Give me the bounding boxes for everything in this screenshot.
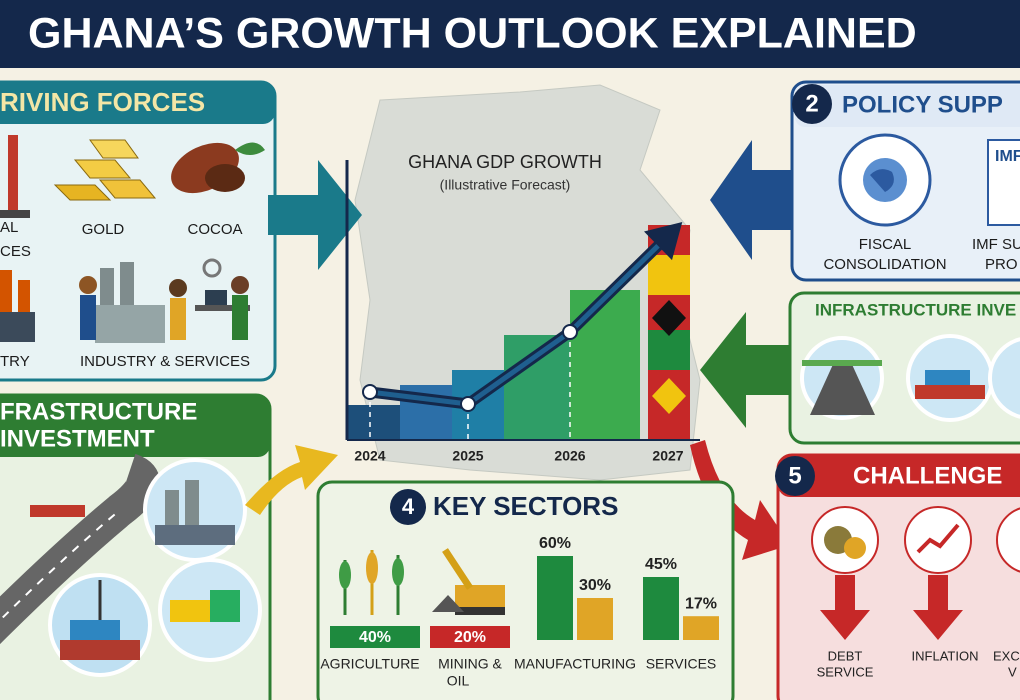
item-label: CES (0, 243, 31, 260)
sector-bar (577, 598, 613, 640)
data-point (562, 324, 578, 340)
data-point (362, 384, 378, 400)
gold-icon (53, 139, 157, 201)
gdp-chart: GHANA GDP GROWTH (Illustrative Forecast)… (345, 152, 700, 464)
x-tick-label: 2026 (554, 448, 585, 464)
chart-subtitle: (Illustrative Forecast) (440, 177, 571, 193)
panel-header (778, 455, 1020, 497)
title-bar (0, 0, 1020, 68)
item-label: DEBT (828, 648, 863, 663)
panel-title: KEY SECTORS (433, 491, 618, 521)
sector-name: OIL (447, 673, 470, 689)
data-point (460, 396, 476, 412)
item-label: PRO (985, 256, 1018, 273)
item-label: INFLATION (912, 648, 979, 663)
page-title: GHANA’S GROWTH OUTLOOK EXPLAINED (28, 9, 917, 57)
cocoa-icon (171, 142, 265, 194)
panel-title: INVESTMENT (0, 425, 155, 452)
panel (316, 480, 735, 700)
sector-bars: 60% 30% MANUFACTURING 45% 17% SERVICES (514, 535, 719, 672)
panel-number: 5 (788, 462, 801, 489)
panel-title: INFRASTRUCTURE INVE (815, 300, 1016, 319)
item-label: COCOA (187, 221, 242, 238)
sector-bar (537, 556, 573, 640)
arrow (690, 440, 790, 560)
number-badge (390, 489, 426, 525)
chart-column (570, 290, 640, 440)
panel-number: 4 (402, 494, 415, 519)
item-label: FISCAL (859, 236, 912, 253)
sector-bar (643, 577, 679, 640)
chart-title: GHANA GDP GROWTH (408, 152, 602, 172)
bar-value-label: 60% (539, 535, 571, 552)
data-line (369, 234, 670, 407)
x-tick-label: 2024 (354, 448, 385, 464)
item-label: INDUSTRY & SERVICES (80, 353, 250, 370)
sector-name: SERVICES (646, 656, 717, 672)
item-label: CONSOLIDATION (823, 256, 946, 273)
panel-number: 2 (805, 90, 818, 117)
sector-badge (330, 626, 420, 648)
challenge-icons (811, 506, 1020, 640)
number-badge (775, 456, 815, 496)
sector-badge (430, 626, 510, 648)
arrow (710, 140, 792, 260)
panel-title: POLICY SUPP (842, 91, 1003, 118)
item-label: TRY (0, 353, 30, 370)
sector-name: AGRICULTURE (320, 656, 419, 672)
oil-icon (0, 135, 30, 218)
arrow (245, 445, 338, 515)
imf-seal (838, 133, 932, 227)
panel-header (0, 395, 270, 457)
chart-column (348, 405, 400, 440)
arrow (700, 312, 802, 428)
x-tick-label: 2025 (452, 448, 483, 464)
sector-name: MANUFACTURING (514, 656, 636, 672)
document-icon (987, 139, 1020, 226)
panel-title: CHALLENGE (853, 462, 1002, 489)
kente-column (648, 225, 690, 440)
arrow-head (644, 222, 683, 261)
excavator-icon (432, 548, 505, 615)
number-badge (792, 84, 832, 124)
item-label: IMF SU (972, 236, 1020, 253)
item-label: GOLD (82, 221, 125, 238)
infrastructure-icons (800, 334, 1020, 422)
badge-text: IMF (995, 148, 1020, 165)
infrastructure-icons (0, 453, 262, 677)
sector-name: MINING & (438, 656, 502, 672)
item-label: V (1008, 664, 1017, 679)
panel-title: RIVING FORCES (0, 87, 205, 117)
sector-bar (683, 616, 719, 640)
bar-value-label: 30% (579, 577, 611, 594)
panel-title: FRASTRUCTURE (0, 398, 197, 425)
x-tick-label: 2027 (652, 448, 683, 464)
panel-header (0, 82, 275, 124)
industry-icon (0, 258, 250, 343)
bar-value-label: 17% (685, 595, 717, 612)
sector-value: 40% (359, 629, 391, 646)
item-label: SERVICE (817, 664, 874, 679)
arrow (268, 160, 362, 270)
item-label: EXC (993, 648, 1020, 663)
item-label: AL (0, 219, 18, 236)
sector-value: 20% (454, 629, 486, 646)
wheat-icon (339, 550, 404, 615)
panel-header (795, 85, 1020, 127)
bar-value-label: 45% (645, 556, 677, 573)
